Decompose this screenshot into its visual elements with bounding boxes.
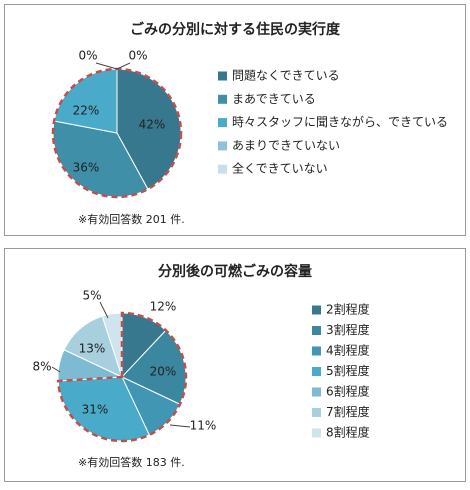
data-label: 13% [79,342,106,356]
legend-label: あまりできていない [232,138,340,152]
legend-swatch [312,387,321,397]
chart-title: ごみの分別に対する住民の実行度 [130,21,341,38]
note: ※有効回答数 201 件. [78,212,185,226]
legend-swatch [218,94,227,104]
data-label: 5% [82,289,101,303]
legend-label: まあできている [232,92,316,106]
legend-label: 2割程度 [326,302,370,317]
legend-label: 8割程度 [326,425,370,440]
legend-label: 4割程度 [326,343,370,358]
legend-swatch [312,346,321,356]
legend-swatch [312,428,321,438]
leader-line [99,301,109,319]
data-label: 8% [32,360,51,374]
leader-line [169,424,191,428]
legend-label: 問題なくできている [232,69,340,83]
data-label: 12% [150,300,177,314]
legend-label: 6割程度 [326,384,370,399]
legend-swatch [218,118,227,128]
legend-label: 時々スタッフに聞きながら、できている [232,114,448,129]
leader-line [51,366,61,373]
legend-swatch [312,326,321,335]
data-label: 20% [150,365,177,379]
legend-swatch [312,408,321,417]
data-label: 22% [73,104,100,118]
legend-label: 3割程度 [326,322,370,337]
note: ※有効回答数 183 件. [78,455,185,469]
legend-swatch [312,367,321,376]
data-label: 0% [128,49,147,63]
data-label: 42% [139,118,166,132]
data-label: 36% [73,161,100,175]
data-label: 0% [78,49,97,63]
leader-line [116,62,131,70]
chart-title: 分別後の可燃ごみの容量 [158,263,312,280]
legend-label: 5割程度 [326,363,370,378]
legend-swatch [218,141,227,151]
data-label: 31% [82,403,109,417]
legend-swatch [218,164,227,174]
highlight-outline [56,311,188,443]
legend-swatch [218,71,227,81]
legend-label: 全くできていない [232,161,328,176]
data-label: 11% [190,419,217,433]
leader-line [95,62,118,70]
legend-label: 7割程度 [326,404,370,419]
legend-swatch [312,305,321,315]
